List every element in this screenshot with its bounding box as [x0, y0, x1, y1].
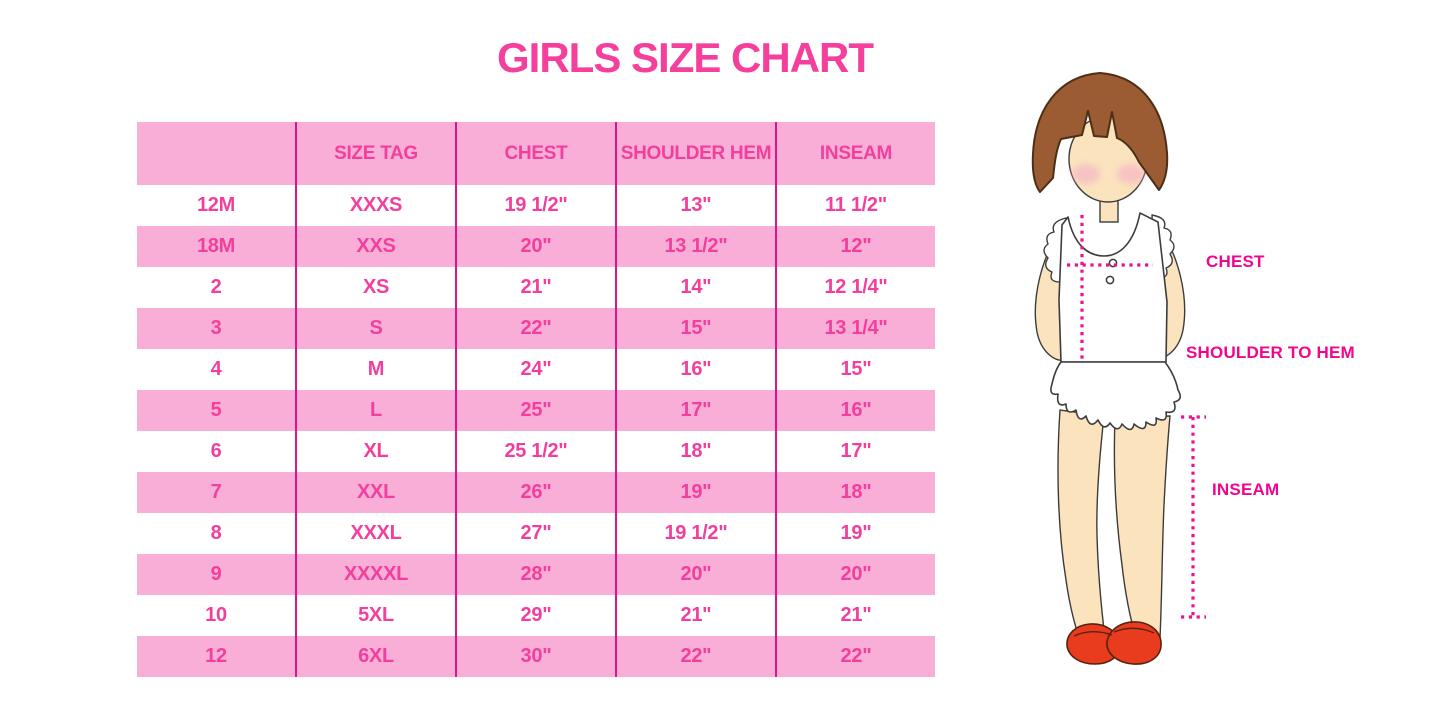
- table-cell: 13": [614, 185, 776, 226]
- girl-hair: [1031, 72, 1169, 193]
- table-cell: XS: [295, 267, 456, 308]
- table-cell: 28": [454, 554, 616, 595]
- table-cell: 2: [137, 267, 296, 308]
- table-cell: XL: [295, 431, 456, 472]
- table-cell: XXXS: [295, 185, 456, 226]
- table-cell: 19 1/2": [454, 185, 616, 226]
- girl-skirt: [1050, 361, 1182, 431]
- table-cell: 18": [614, 431, 776, 472]
- table-cell: 3: [137, 308, 296, 349]
- table-cell: 19 1/2": [614, 513, 776, 554]
- table-cell: 21": [454, 267, 616, 308]
- table-row: 9 XXXXL 28" 20" 20": [137, 554, 935, 595]
- header-chest: CHEST: [454, 122, 616, 185]
- table-cell: 13 1/2": [614, 226, 776, 267]
- table-cell: 21": [774, 595, 935, 636]
- girl-button-bottom: [1105, 275, 1115, 285]
- table-cell: 5: [137, 390, 296, 431]
- table-cell: 17": [774, 431, 935, 472]
- table-cell: 15": [614, 308, 776, 349]
- table-row: 7 XXL 26" 19" 18": [137, 472, 935, 513]
- table-cell: 20": [454, 226, 616, 267]
- chest-measure-label: CHEST: [1206, 252, 1265, 271]
- shoulder-to-hem-measure-label: SHOULDER TO HEM: [1186, 343, 1355, 362]
- table-cell: S: [295, 308, 456, 349]
- table-cell: XXXXL: [295, 554, 456, 595]
- table-row: 3 S 22" 15" 13 1/4": [137, 308, 935, 349]
- table-cell: 25": [454, 390, 616, 431]
- table-cell: 24": [454, 349, 616, 390]
- table-cell: 11 1/2": [774, 185, 935, 226]
- girl-leg-right: [1113, 415, 1171, 644]
- girl-illustration: [1031, 72, 1206, 665]
- table-row: 10 5XL 29" 21" 21": [137, 595, 935, 636]
- table-cell: 5XL: [295, 595, 456, 636]
- table-cell: 18M: [137, 226, 296, 267]
- table-cell: 19": [774, 513, 935, 554]
- girl-shoe-left-strap: [1073, 631, 1113, 637]
- table-cell: 16": [774, 390, 935, 431]
- table-cell: 29": [454, 595, 616, 636]
- table-cell: 20": [774, 554, 935, 595]
- girl-shoe-right-strap: [1113, 627, 1155, 634]
- girl-leg-left: [1057, 409, 1107, 647]
- table-cell: 25 1/2": [454, 431, 616, 472]
- page-title: GIRLS SIZE CHART: [497, 34, 874, 81]
- table-cell: 22": [774, 636, 935, 677]
- table-cell: 26": [454, 472, 616, 513]
- table-cell: 14": [614, 267, 776, 308]
- table-cell: 9: [137, 554, 296, 595]
- table-cell: 12 1/4": [774, 267, 935, 308]
- girl-top: [1058, 212, 1168, 363]
- table-cell: 6XL: [295, 636, 456, 677]
- table-row: 4 M 24" 16" 15": [137, 349, 935, 390]
- size-table: SIZE TAG CHEST SHOULDER HEM INSEAM 12M XX…: [137, 122, 935, 677]
- girl-blush-left: [1072, 164, 1100, 184]
- table-cell: 4: [137, 349, 296, 390]
- table-cell: 10: [137, 595, 296, 636]
- table-row: 18M XXS 20" 13 1/2" 12": [137, 226, 935, 267]
- table-cell: M: [295, 349, 456, 390]
- table-cell: 7: [137, 472, 296, 513]
- table-cell: 15": [774, 349, 935, 390]
- table-header-row: SIZE TAG CHEST SHOULDER HEM INSEAM: [137, 122, 935, 185]
- table-row: 5 L 25" 17" 16": [137, 390, 935, 431]
- inseam-measure-label: INSEAM: [1212, 480, 1280, 499]
- table-row: 8 XXXL 27" 19 1/2" 19": [137, 513, 935, 554]
- table-row: 6 XL 25 1/2" 18" 17": [137, 431, 935, 472]
- table-cell: 13 1/4": [774, 308, 935, 349]
- table-cell: XXXL: [295, 513, 456, 554]
- header-shoulder-hem: SHOULDER HEM: [614, 122, 776, 185]
- table-cell: 6: [137, 431, 296, 472]
- table-cell: 16": [614, 349, 776, 390]
- table-cell: 18": [774, 472, 935, 513]
- table-cell: 17": [614, 390, 776, 431]
- header-inseam: INSEAM: [774, 122, 935, 185]
- table-cell: 8: [137, 513, 296, 554]
- table-cell: 12": [774, 226, 935, 267]
- table-cell: XXL: [295, 472, 456, 513]
- table-row: 12M XXXS 19 1/2" 13" 11 1/2": [137, 185, 935, 226]
- table-cell: 27": [454, 513, 616, 554]
- table-cell: XXS: [295, 226, 456, 267]
- table-cell: 12: [137, 636, 296, 677]
- table-cell: L: [295, 390, 456, 431]
- girl-shoe-right: [1106, 621, 1162, 665]
- header-size: [137, 122, 296, 185]
- size-table-body: 12M XXXS 19 1/2" 13" 11 1/2" 18M XXS 20" 13 1/2"…: [137, 185, 935, 677]
- girl-blush-right: [1117, 164, 1145, 184]
- table-cell: 21": [614, 595, 776, 636]
- table-cell: 20": [614, 554, 776, 595]
- table-row: 12 6XL 30" 22" 22": [137, 636, 935, 677]
- table-cell: 22": [454, 308, 616, 349]
- table-cell: 30": [454, 636, 616, 677]
- table-row: 2 XS 21" 14" 12 1/4": [137, 267, 935, 308]
- header-size-tag: SIZE TAG: [295, 122, 456, 185]
- table-cell: 22": [614, 636, 776, 677]
- table-cell: 12M: [137, 185, 296, 226]
- table-cell: 19": [614, 472, 776, 513]
